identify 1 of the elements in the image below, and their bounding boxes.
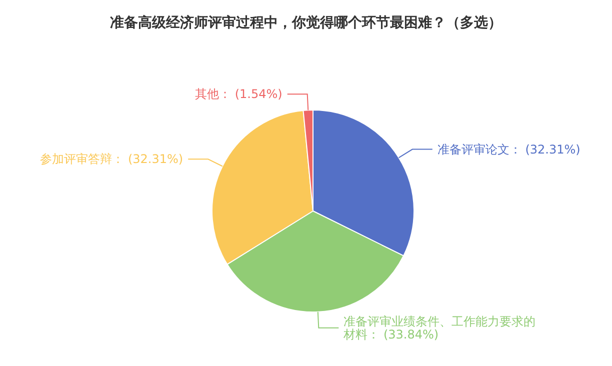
title: 准备高级经济师评审过程中，你觉得哪个环节最困难？（多选） — [110, 15, 502, 31]
